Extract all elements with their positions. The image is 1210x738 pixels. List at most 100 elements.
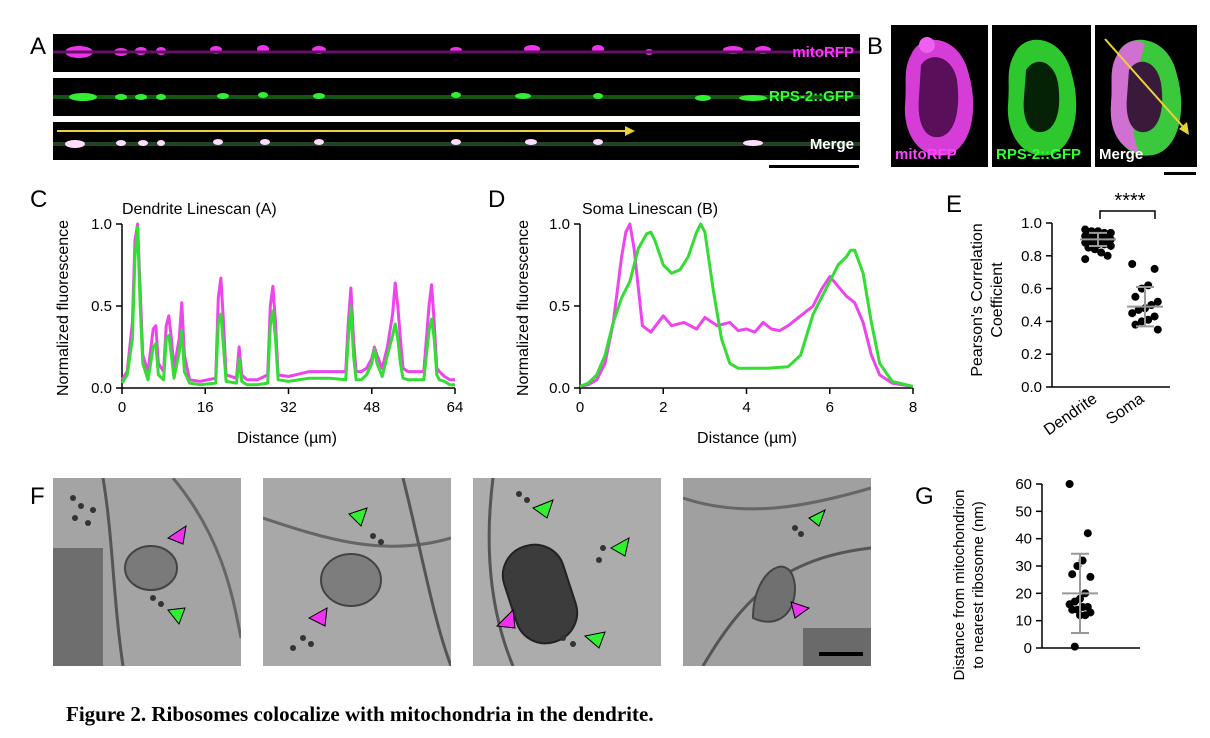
chart-g: Distance from mitochondrion to nearest r… [951, 476, 1140, 681]
chart-e-y-tick-label: 0.8 [1021, 248, 1042, 265]
chart-e-point [1106, 228, 1115, 237]
chart-g-y-tick-label: 40 [1015, 531, 1032, 548]
chart-c-series-1 [120, 225, 455, 387]
rps2gfp-signal [53, 92, 860, 101]
chart-c-x-tick-label: 48 [363, 399, 380, 416]
chart-d-series-1 [579, 222, 914, 388]
chart-e-point [1150, 312, 1159, 321]
chart-g-y-tick-label: 20 [1015, 585, 1032, 602]
chart-e-point [1153, 297, 1162, 306]
soma-mitorfp-label: mitoRFP [895, 146, 957, 163]
soma-mitorfp-image [904, 37, 974, 156]
panel-label-b: B [867, 33, 884, 60]
chart-e-point [1137, 317, 1146, 326]
em-image-4-content [683, 478, 871, 666]
chart-e-category-label: Dendrite [1041, 390, 1100, 439]
chart-e-y-tick-label: 1.0 [1021, 215, 1042, 232]
em-image-1-content [53, 478, 241, 666]
chart-g-point [1065, 480, 1074, 488]
chart-d-xlabel: Distance (µm) [697, 430, 797, 447]
chart-e-point [1144, 315, 1153, 324]
panel-label-d: D [488, 186, 506, 213]
significance-stars: **** [1114, 190, 1145, 212]
chart-e-point [1128, 309, 1137, 318]
merge-signal [53, 126, 860, 148]
chart-g-point [1083, 529, 1092, 538]
panel-a-strip-mitorfp: mitoRFP [53, 34, 860, 72]
chart-d-series-0 [579, 222, 914, 388]
chart-g-ylabel-line1: Distance from mitochondrion [951, 490, 968, 681]
chart-g-point [1070, 642, 1079, 651]
panel-a-strip-merge: Merge [53, 122, 860, 160]
chart-e-y-tick-label: 0.2 [1021, 346, 1042, 363]
chart-e-point [1153, 325, 1162, 334]
soma-rps2gfp-image [1007, 39, 1077, 156]
chart-g-y-tick-label: 60 [1015, 476, 1032, 493]
chart-e-point [1081, 225, 1090, 234]
chart-g-point [1086, 572, 1095, 581]
chart-e-category-label: Soma [1103, 390, 1147, 428]
panel-a-strip-rps2gfp: RPS-2::GFP [53, 78, 860, 116]
soma-rps2gfp-label: RPS-2::GFP [996, 146, 1082, 163]
chart-d-x-tick-label: 0 [576, 399, 584, 416]
chart-e: Pearson's Correlation Coefficient **** 0… [969, 190, 1170, 439]
chart-e-ylabel-line2: Coefficient [989, 262, 1006, 338]
soma-merge-image [1104, 38, 1189, 156]
panel-b-tile-mitorfp: mitoRFP [891, 25, 988, 167]
panel-label-c: C [30, 186, 48, 213]
chart-c-xlabel: Distance (µm) [237, 430, 337, 447]
significance-bracket [1099, 210, 1156, 219]
figure-caption: Figure 2. Ribosomes colocalize with mito… [66, 702, 654, 726]
chart-g-y-tick-label: 10 [1015, 613, 1032, 630]
em-image-2-content [263, 478, 451, 666]
chart-c-y-tick-label: 0.0 [91, 380, 112, 397]
mitorfp-label: mitoRFP [792, 44, 854, 61]
chart-e-point [1103, 238, 1112, 247]
em-image-3 [473, 478, 661, 666]
chart-c-y-tick-label: 1.0 [91, 216, 112, 233]
chart-g-y-tick-label: 0 [1024, 640, 1032, 657]
scale-bar-a [769, 165, 859, 168]
chart-e-point [1150, 264, 1159, 273]
chart-d-y-tick-label: 0.5 [549, 298, 570, 315]
chart-d-y-tick-label: 0.0 [549, 380, 570, 397]
chart-c-y-tick-label: 0.5 [91, 298, 112, 315]
chart-c-x-tick-label: 64 [447, 399, 464, 416]
chart-d-y-tick-label: 1.0 [549, 216, 570, 233]
panel-label-a: A [30, 33, 47, 60]
chart-g-y-tick-label: 50 [1015, 503, 1032, 520]
chart-e-y-tick-label: 0.6 [1021, 281, 1042, 298]
merge-label: Merge [809, 136, 854, 153]
chart-e-point [1081, 255, 1090, 264]
chart-e-point [1097, 248, 1106, 257]
chart-e-point [1131, 320, 1140, 329]
chart-c-title: Dendrite Linescan (A) [122, 201, 277, 218]
chart-d-x-tick-label: 6 [826, 399, 834, 416]
chart-d-x-tick-label: 4 [742, 399, 750, 416]
chart-g-point [1068, 570, 1077, 579]
chart-d-title: Soma Linescan (B) [582, 201, 718, 218]
chart-g-y-tick-label: 30 [1015, 558, 1032, 575]
chart-c-x-tick-label: 0 [118, 399, 126, 416]
em-image-4 [683, 478, 871, 666]
em-image-1 [53, 478, 241, 666]
rps2gfp-label: RPS-2::GFP [768, 88, 854, 105]
chart-c: Dendrite Linescan (A) Normalized fluores… [55, 201, 464, 447]
chart-e-point [1128, 260, 1137, 268]
panel-label-f: F [30, 483, 45, 510]
chart-e-point [1131, 292, 1140, 301]
scale-bar-b [1164, 172, 1196, 175]
soma-merge-label: Merge [1099, 146, 1144, 163]
chart-d-x-tick-label: 2 [659, 399, 667, 416]
chart-c-ylabel: Normalized fluorescence [55, 220, 72, 396]
chart-e-y-tick-label: 0.4 [1021, 313, 1042, 330]
panel-b-tile-rps2gfp: RPS-2::GFP [992, 25, 1091, 167]
chart-g-ylabel-line2: to nearest ribosome (nm) [970, 501, 987, 669]
panel-label-e: E [946, 191, 963, 218]
panel-b-tile-merge: Merge [1095, 25, 1197, 167]
chart-d-ylabel: Normalized fluorescence [515, 220, 532, 396]
chart-e-point [1134, 305, 1143, 314]
chart-g-point [1068, 605, 1077, 614]
chart-c-x-tick-label: 16 [197, 399, 214, 416]
chart-d-x-tick-label: 8 [909, 399, 917, 416]
